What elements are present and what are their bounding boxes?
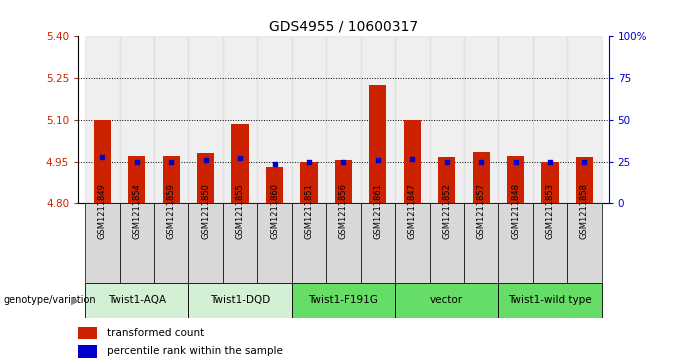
Point <box>545 159 556 165</box>
Bar <box>120 36 154 203</box>
Text: GSM1211853: GSM1211853 <box>545 183 555 239</box>
Point <box>97 154 107 159</box>
Bar <box>498 283 602 318</box>
Bar <box>128 156 146 203</box>
Bar <box>223 36 257 203</box>
Text: Twist1-AQA: Twist1-AQA <box>107 295 166 305</box>
Bar <box>498 36 533 203</box>
Bar <box>266 167 283 203</box>
Bar <box>326 203 360 283</box>
Text: ▶: ▶ <box>71 295 80 305</box>
Bar <box>369 85 386 203</box>
Text: transformed count: transformed count <box>107 328 205 338</box>
Bar <box>231 124 249 203</box>
Bar <box>335 160 352 203</box>
Text: genotype/variation: genotype/variation <box>3 295 96 305</box>
Bar <box>78 345 97 358</box>
Bar <box>533 36 567 203</box>
Bar <box>395 203 430 283</box>
Bar <box>326 36 360 203</box>
Point <box>407 156 418 162</box>
Bar <box>464 36 498 203</box>
Point <box>338 159 349 165</box>
Bar <box>292 36 326 203</box>
Bar <box>576 158 593 203</box>
Bar <box>85 36 120 203</box>
Text: GSM1211860: GSM1211860 <box>270 183 279 239</box>
Point <box>166 159 177 164</box>
Text: GSM1211848: GSM1211848 <box>511 183 520 239</box>
Bar <box>188 36 223 203</box>
Bar <box>567 203 602 283</box>
Bar <box>567 36 602 203</box>
Text: GSM1211851: GSM1211851 <box>305 183 313 239</box>
Text: GSM1211856: GSM1211856 <box>339 183 348 239</box>
Point <box>441 159 452 164</box>
Bar <box>498 203 533 283</box>
Point <box>579 159 590 164</box>
Bar <box>85 283 188 318</box>
Text: GSM1211858: GSM1211858 <box>580 183 589 239</box>
Bar <box>188 283 292 318</box>
Bar <box>395 36 430 203</box>
Point <box>476 159 487 164</box>
Point <box>303 159 314 165</box>
Bar <box>94 120 111 203</box>
Bar <box>163 156 180 203</box>
Bar <box>507 156 524 203</box>
Bar <box>464 203 498 283</box>
Bar <box>197 153 214 203</box>
Point <box>200 157 211 163</box>
Title: GDS4955 / 10600317: GDS4955 / 10600317 <box>269 20 418 34</box>
Text: GSM1211852: GSM1211852 <box>442 183 452 239</box>
Bar <box>78 327 97 339</box>
Bar <box>292 203 326 283</box>
Text: Twist1-DQD: Twist1-DQD <box>210 295 270 305</box>
Bar <box>292 283 395 318</box>
Bar <box>154 36 188 203</box>
Text: percentile rank within the sample: percentile rank within the sample <box>107 346 284 356</box>
Text: GSM1211857: GSM1211857 <box>477 183 486 239</box>
Bar <box>404 120 421 203</box>
Bar <box>360 36 395 203</box>
Text: Twist1-F191G: Twist1-F191G <box>309 295 378 305</box>
Bar <box>120 203 154 283</box>
Bar <box>85 203 120 283</box>
Bar <box>473 152 490 203</box>
Text: Twist1-wild type: Twist1-wild type <box>508 295 592 305</box>
Point <box>510 159 521 165</box>
Bar <box>188 203 223 283</box>
Point <box>131 159 142 164</box>
Point <box>235 155 245 161</box>
Point <box>269 161 280 167</box>
Text: GSM1211855: GSM1211855 <box>235 183 245 239</box>
Bar <box>541 162 559 203</box>
Bar <box>257 36 292 203</box>
Bar <box>438 158 456 203</box>
Bar <box>154 203 188 283</box>
Text: GSM1211849: GSM1211849 <box>98 183 107 239</box>
Text: GSM1211847: GSM1211847 <box>408 183 417 239</box>
Bar <box>395 283 498 318</box>
Bar <box>430 203 464 283</box>
Text: GSM1211854: GSM1211854 <box>132 183 141 239</box>
Text: GSM1211859: GSM1211859 <box>167 183 175 239</box>
Text: GSM1211850: GSM1211850 <box>201 183 210 239</box>
Text: vector: vector <box>430 295 463 305</box>
Bar <box>360 203 395 283</box>
Point <box>373 157 384 163</box>
Text: GSM1211861: GSM1211861 <box>373 183 382 239</box>
Bar <box>223 203 257 283</box>
Bar <box>301 162 318 203</box>
Bar <box>430 36 464 203</box>
Bar <box>257 203 292 283</box>
Bar <box>533 203 567 283</box>
